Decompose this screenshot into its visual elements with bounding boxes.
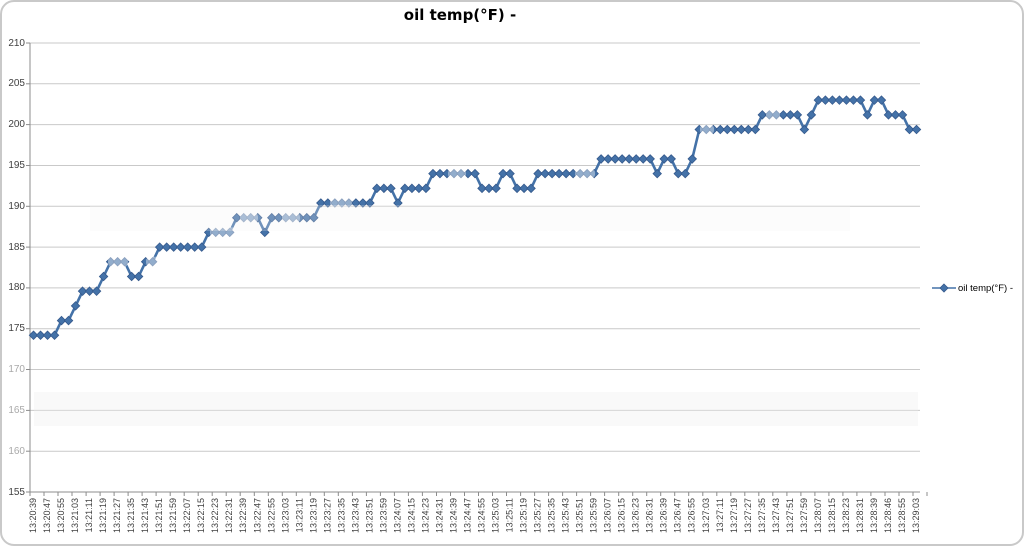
y-tick-label: 200 xyxy=(8,119,25,131)
x-tick-label: 13:25:27 xyxy=(532,498,543,534)
legend: oil temp(°F) - xyxy=(931,282,1013,294)
x-tick-label: 13:21:51 xyxy=(154,498,165,534)
chart-title: oil temp(°F) - xyxy=(403,6,517,24)
x-tick-label: 13:26:15 xyxy=(616,498,627,534)
x-tick-label: 13:28:31 xyxy=(854,498,865,534)
x-tick-label: 13:23:11 xyxy=(294,498,305,533)
x-tick-label: 13:27:27 xyxy=(742,498,753,534)
x-tick-label: 13:26:23 xyxy=(630,498,641,534)
x-tick-label: 13:23:59 xyxy=(378,498,389,534)
x-tick-label: 13:28:46 xyxy=(883,498,893,534)
x-tick-label: 13:28:07 xyxy=(812,498,823,534)
x-tick-label: 13:21:59 xyxy=(168,498,179,534)
x-tick-label: 13:27:59 xyxy=(798,498,809,534)
y-tick-label: 155 xyxy=(8,486,25,498)
y-tick-label: 195 xyxy=(8,160,25,171)
y-tick-label: 180 xyxy=(8,282,25,294)
x-tick-label: 13:25:35 xyxy=(546,498,557,534)
x-tick-label: 13:24:15 xyxy=(406,498,417,534)
x-tick-label: 13:21:35 xyxy=(126,498,137,534)
x-tick-label: 13:27:11 xyxy=(714,498,725,533)
y-tick-label: 210 xyxy=(8,37,25,49)
x-tick-label: 13:29:03 xyxy=(911,498,921,534)
y-tick-label: 170 xyxy=(8,364,25,375)
x-tick-label: 13:22:47 xyxy=(252,498,263,534)
y-tick-label: 160 xyxy=(8,445,25,457)
x-tick-label: 13:25:43 xyxy=(560,498,571,534)
x-tick-label: 13:22:23 xyxy=(210,498,221,534)
y-tick-label: 175 xyxy=(8,323,25,335)
x-tick-label: 13:22:55 xyxy=(266,498,277,534)
x-tick-label: 13:23:51 xyxy=(364,498,375,534)
x-tick-label: 13:26:07 xyxy=(602,498,613,534)
x-tick-label: 13:21:27 xyxy=(112,498,123,534)
x-tick-label: 13:28:55 xyxy=(897,498,907,534)
x-tick-label: 13:28:39 xyxy=(868,498,879,534)
x-tick-label: 13:21:19 xyxy=(98,498,109,534)
x-tick-label: 13:22:31 xyxy=(224,498,235,534)
x-tick-label: 13:20:47 xyxy=(42,498,52,534)
x-tick-label: 13:25:03 xyxy=(490,498,501,534)
legend-series-marker-icon xyxy=(932,283,956,293)
x-tick-label: 13:24:39 xyxy=(448,498,459,534)
y-tick-label: 185 xyxy=(8,241,25,253)
x-tick-label: 13:26:47 xyxy=(672,498,683,534)
x-tick-label: 13:28:23 xyxy=(840,498,851,534)
x-tick-label: 13:24:31 xyxy=(434,498,445,534)
x-tick-label: 13:25:11 xyxy=(504,498,515,533)
x-tick-label: 13:27:35 xyxy=(756,498,767,534)
x-tick-label: 13:22:39 xyxy=(238,498,249,534)
x-tick-label: 13:28:15 xyxy=(826,498,837,534)
y-tick-label: 205 xyxy=(8,78,25,90)
y-tick-label: 165 xyxy=(8,404,25,416)
x-tick-label: 13:24:23 xyxy=(420,498,431,534)
x-tick-label: 13:20:55 xyxy=(56,498,66,534)
x-tick-label: 13:25:59 xyxy=(588,498,599,534)
x-tick-label: 13:27:03 xyxy=(700,498,711,534)
x-tick-label: 13:26:55 xyxy=(686,498,697,534)
x-tick-label: 13:24:07 xyxy=(392,498,403,534)
x-tick-label: 13:23:19 xyxy=(308,498,319,534)
x-tick-label: 13:24:47 xyxy=(462,498,473,534)
x-tick-label: 13:26:39 xyxy=(658,498,669,534)
x-tick-label: 13:22:07 xyxy=(182,498,193,534)
x-tick-label: 13:25:19 xyxy=(518,498,529,534)
x-tick-label: 13:26:31 xyxy=(644,498,655,534)
legend-series-label: oil temp(°F) - xyxy=(958,282,1013,294)
x-tick-label: 13:23:27 xyxy=(322,498,333,534)
x-tick-label: 13:21:43 xyxy=(140,498,151,534)
x-tick-label: 13:27:19 xyxy=(728,498,739,534)
x-tick-label: 13:27:51 xyxy=(784,498,795,534)
x-tick-label: 13:23:43 xyxy=(350,498,361,534)
x-tick-label: 13:20:39 xyxy=(28,498,38,534)
x-tick-label: 13:22:15 xyxy=(196,498,207,534)
x-tick-label: 13:23:35 xyxy=(336,498,347,534)
x-tick-label: 13:21:03 xyxy=(70,498,81,534)
x-tick-label: 13:25:51 xyxy=(574,498,585,534)
x-tick-label: 13:24:55 xyxy=(476,498,487,534)
y-tick-label: 190 xyxy=(8,200,25,212)
x-tick-label: 13:21:11 xyxy=(84,498,95,533)
x-tick-label: 13:23:03 xyxy=(280,498,291,534)
x-tick-label: 13:27:43 xyxy=(770,498,781,534)
